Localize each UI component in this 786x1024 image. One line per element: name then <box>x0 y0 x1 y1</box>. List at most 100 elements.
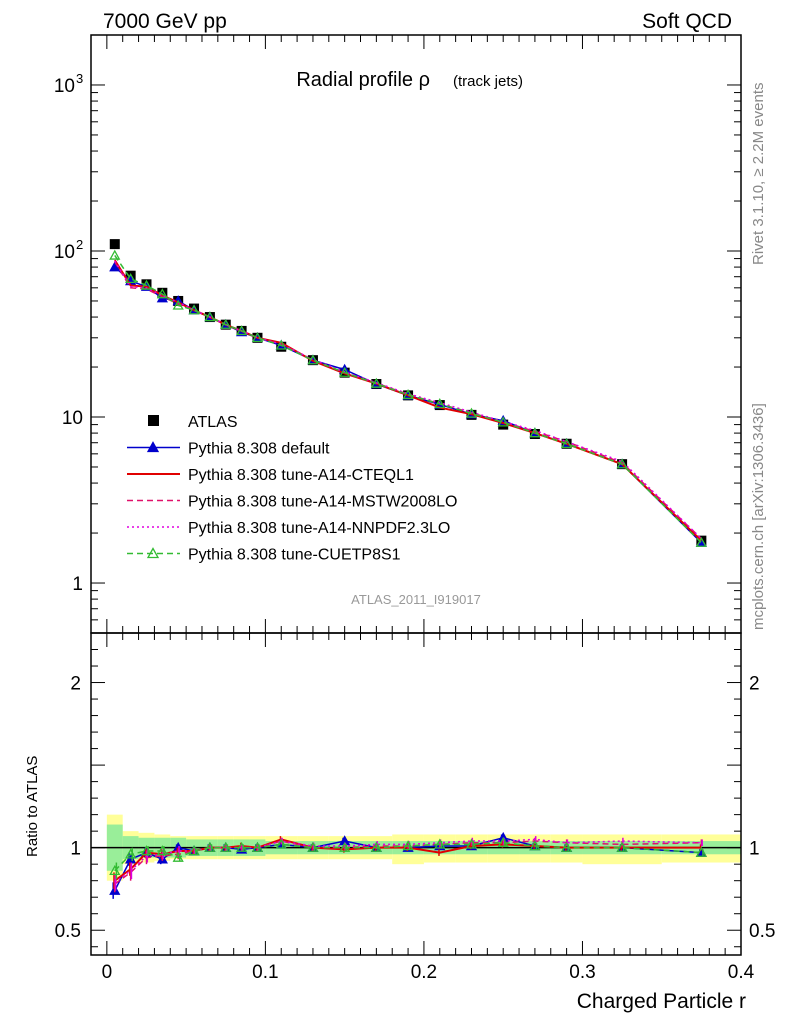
legend-item-5: Pythia 8.308 tune-CUETP8S1 <box>127 547 401 564</box>
ratio-marker <box>402 840 414 851</box>
legend-item-4: Pythia 8.308 tune-A14-NNPDF2.3LO <box>127 520 450 537</box>
legend-item-1: Pythia 8.308 default <box>127 441 330 458</box>
legend-item-3: Pythia 8.308 tune-A14-MSTW2008LO <box>127 494 457 511</box>
y-tick-label-ratio-right: 2 <box>749 674 760 695</box>
ratio-marker <box>275 838 287 849</box>
y-tick-label-ratio: 2 <box>70 674 81 695</box>
series-marker <box>140 279 153 290</box>
ratio-marker <box>156 845 168 856</box>
ratio-marker <box>561 841 573 852</box>
y-tick-label-main: 10 <box>62 408 83 429</box>
series-marker <box>616 458 628 469</box>
y-tick-label-ratio: 0.5 <box>55 921 81 942</box>
legend-item-2: Pythia 8.308 tune-A14-CTEQL1 <box>127 467 414 484</box>
legend-label: Pythia 8.308 tune-A14-MSTW2008LO <box>188 494 457 511</box>
series-marker <box>339 366 351 377</box>
x-tick-label: 0.3 <box>569 962 595 983</box>
ratio-marker <box>220 841 232 852</box>
series-marker <box>188 304 200 315</box>
header-right: Soft QCD <box>642 10 732 33</box>
legend-item-0: ATLAS <box>148 414 238 431</box>
ratio-marker <box>339 841 351 852</box>
series-marker <box>236 325 248 336</box>
analysis-label: ATLAS_2011_I919017 <box>351 592 481 607</box>
series-marker <box>497 416 509 427</box>
series-marker <box>251 331 264 343</box>
legend-label: Pythia 8.308 default <box>188 441 330 458</box>
series-ratio-4 <box>109 836 707 880</box>
series-marker <box>402 389 414 400</box>
ratio-line <box>114 840 702 885</box>
series-marker <box>307 354 319 365</box>
legend-marker <box>146 547 160 559</box>
series-marker <box>109 249 121 260</box>
y-tick-label-ratio: 1 <box>70 839 81 860</box>
atlas-point <box>109 239 120 250</box>
ratio-marker <box>695 846 707 857</box>
series-marker <box>125 272 137 284</box>
ratio-marker <box>109 864 121 876</box>
series-marker <box>275 339 287 350</box>
ratio-ylabel: Ratio to ATLAS <box>24 756 41 857</box>
ratio-marker <box>370 841 382 852</box>
main-frame <box>90 34 742 634</box>
legend: ATLAS Pythia 8.308 default Pythia 8.308 tu… <box>127 414 457 564</box>
series-marker <box>465 407 478 418</box>
y-tick-label-main: 10 <box>54 76 75 97</box>
x-axis-label: Charged Particle r <box>577 990 746 1013</box>
series-marker <box>370 377 382 388</box>
ratio-marker <box>251 841 264 852</box>
main-plot-area <box>109 239 707 547</box>
series-main-5 <box>109 249 707 547</box>
ratio-frame <box>90 632 742 956</box>
ratio-marker <box>616 841 628 852</box>
series-marker <box>172 299 184 310</box>
legend-marker <box>148 415 159 426</box>
main-title-sub: (track jets) <box>453 73 523 90</box>
y-tick-label-main: 1 <box>72 574 83 595</box>
ratio-marker <box>140 845 153 856</box>
ratio-panel <box>91 814 741 899</box>
main-title: Radial profile ρ <box>296 69 430 91</box>
ratio-marker <box>529 840 541 851</box>
x-tick-label: 0.1 <box>252 962 278 983</box>
y-tick-label-ratio-right: 1 <box>749 839 760 860</box>
legend-label: Pythia 8.308 tune-A14-CTEQL1 <box>188 467 414 484</box>
y-tick-label-ratio-right: 0.5 <box>749 921 775 942</box>
ratio-plot-area <box>91 814 741 899</box>
ratio-marker <box>188 845 200 856</box>
header-left: 7000 GeV pp <box>103 10 227 33</box>
series-marker <box>561 437 573 449</box>
legend-marker <box>146 441 160 453</box>
ratio-marker <box>125 848 137 859</box>
ratio-marker <box>434 838 446 849</box>
y-tick-label-main: 10 <box>54 242 75 263</box>
series-marker <box>529 427 541 438</box>
ratio-marker <box>172 851 184 862</box>
legend-label: Pythia 8.308 tune-A14-NNPDF2.3LO <box>188 520 450 537</box>
x-tick-label: 0.4 <box>728 962 755 983</box>
ratio-line <box>114 838 702 883</box>
ratio-line <box>114 841 702 872</box>
x-tick-label: 0.2 <box>411 962 437 983</box>
legend-label: ATLAS <box>188 414 238 431</box>
y-tick-label-exp: 3 <box>76 71 83 86</box>
series-marker <box>434 398 446 409</box>
rivet-label: Rivet 3.1.10, ≥ 2.2M events <box>750 83 767 266</box>
series-marker <box>695 536 707 547</box>
y-tick-label-exp: 2 <box>76 237 83 252</box>
series-marker <box>156 288 168 299</box>
mcplots-label: mcplots.cern.ch [arXiv:1306.3436] <box>750 403 767 630</box>
series-marker <box>204 311 216 322</box>
ratio-marker <box>307 841 319 852</box>
series-marker <box>220 318 232 329</box>
ratio-marker <box>236 841 248 852</box>
ratio-marker <box>497 836 509 847</box>
series-line <box>114 255 702 544</box>
ratio-marker <box>204 841 216 852</box>
x-tick-label: 0 <box>102 962 113 983</box>
ratio-marker <box>465 838 478 849</box>
legend-label: Pythia 8.308 tune-CUETP8S1 <box>188 547 401 564</box>
